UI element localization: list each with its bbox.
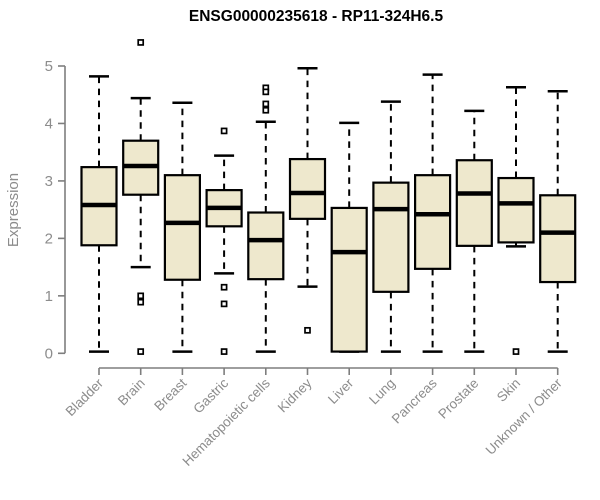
iqr-box	[414, 174, 452, 270]
outlier-point	[304, 326, 311, 334]
boxplot-kidney	[288, 67, 327, 334]
iqr-box	[288, 157, 327, 220]
outlier-point	[262, 106, 270, 114]
iqr-box	[497, 176, 535, 244]
x-axis-label-gastric: Gastric	[190, 375, 231, 416]
outlier-point	[220, 283, 228, 291]
outlier-point	[137, 348, 145, 355]
boxplot-skin	[497, 86, 535, 355]
outlier-point	[220, 127, 228, 135]
x-axis-label-prostate: Prostate	[435, 376, 481, 422]
iqr-box	[372, 181, 410, 293]
y-axis-tick-label: 1	[45, 288, 53, 305]
iqr-box	[539, 194, 577, 284]
boxplot-gastric	[205, 127, 243, 355]
outlier-point	[137, 298, 145, 306]
iqr-box	[330, 206, 368, 353]
boxplot-hematopoietic-cells	[247, 84, 285, 353]
x-axis-label-liver: Liver	[325, 375, 357, 407]
x-axis-label-breast: Breast	[151, 375, 189, 413]
outlier-point	[262, 88, 270, 96]
boxplot-brain	[122, 39, 160, 355]
outlier-point	[262, 100, 270, 108]
x-axis-label-brain: Brain	[115, 376, 148, 409]
boxplot-prostate	[455, 109, 493, 353]
outlier-point	[512, 348, 520, 355]
x-axis-label-skin: Skin	[494, 376, 523, 405]
x-axis-label-lung: Lung	[366, 376, 398, 408]
iqr-box	[247, 211, 285, 281]
boxplot-bladder	[80, 75, 118, 353]
outlier-point	[137, 292, 145, 300]
boxplot-breast	[163, 101, 201, 353]
x-axis-label-kidney: Kidney	[275, 375, 315, 415]
boxplot-pancreas	[414, 73, 452, 353]
y-axis-tick-label: 4	[45, 115, 53, 132]
x-axis-label-pancreas: Pancreas	[389, 375, 440, 426]
boxplot-unknown-other	[539, 90, 577, 353]
outlier-point	[137, 39, 145, 46]
boxplot-liver	[330, 121, 368, 353]
y-axis-tick-label: 5	[45, 58, 53, 75]
outlier-point	[220, 348, 228, 355]
iqr-box	[455, 159, 493, 247]
chart-title: ENSG00000235618 - RP11-324H6.5	[188, 8, 444, 25]
x-axis-label-unknown-other: Unknown / Other	[483, 375, 566, 458]
outlier-point	[220, 300, 228, 308]
x-axis-label-bladder: Bladder	[63, 375, 107, 419]
y-axis-tick-label: 0	[45, 345, 53, 362]
boxplot-lung	[372, 100, 410, 353]
y-axis-title: Expression	[5, 173, 22, 247]
y-axis-tick-label: 2	[45, 230, 53, 247]
y-axis-tick-label: 3	[45, 173, 53, 190]
iqr-box	[163, 174, 201, 281]
